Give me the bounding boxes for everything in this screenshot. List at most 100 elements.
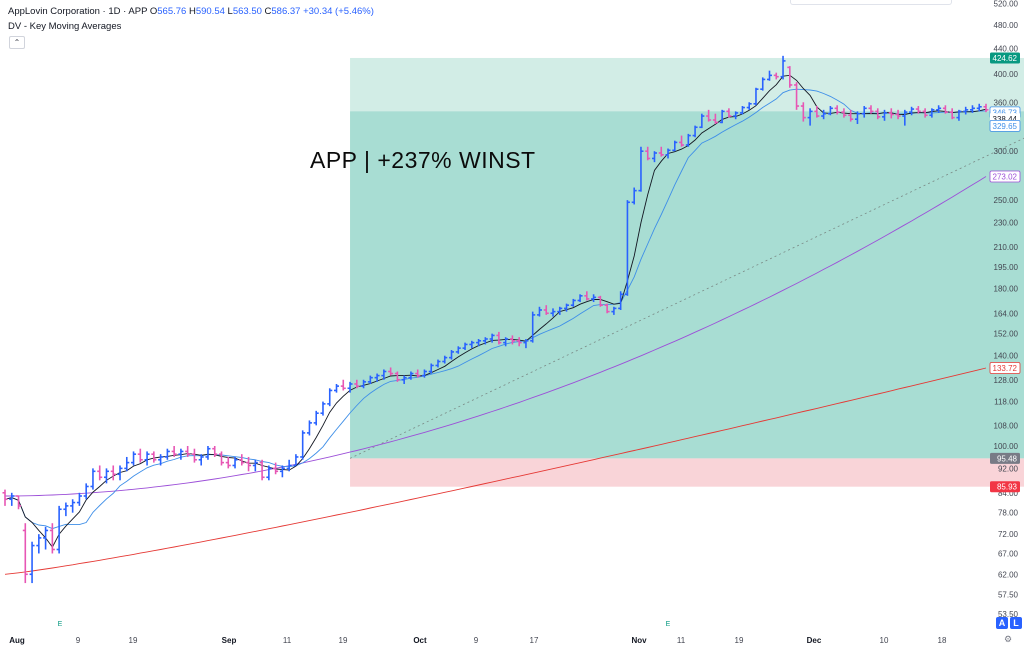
ohlc-bar[interactable] <box>746 102 752 110</box>
ohlc-bar[interactable] <box>719 109 725 124</box>
ohlc-bar[interactable] <box>198 454 204 466</box>
ohlc-bar[interactable] <box>394 371 400 382</box>
ohlc-bar[interactable] <box>760 77 766 91</box>
ohlc-bar[interactable] <box>787 66 793 88</box>
ohlc-bar[interactable] <box>841 108 847 118</box>
ohlc-bar[interactable] <box>110 465 116 481</box>
ohlc-bar[interactable] <box>124 456 130 472</box>
ohlc-bar[interactable] <box>212 446 218 457</box>
ohlc-bar[interactable] <box>144 451 150 466</box>
ohlc-bar[interactable] <box>462 342 468 351</box>
ohlc-bar[interactable] <box>503 337 509 347</box>
ohlc-bar[interactable] <box>16 495 22 510</box>
ohlc-bar[interactable] <box>43 526 49 550</box>
ohlc-bar[interactable] <box>706 109 712 122</box>
ohlc-bar[interactable] <box>969 105 975 113</box>
ohlc-bar[interactable] <box>401 375 407 384</box>
ohlc-bar[interactable] <box>455 346 461 354</box>
ohlc-bar[interactable] <box>739 106 745 115</box>
ohlc-bar[interactable] <box>618 291 624 310</box>
ohlc-bar[interactable] <box>313 410 319 426</box>
ohlc-bar[interactable] <box>489 333 495 343</box>
ohlc-bar[interactable] <box>205 446 211 460</box>
ohlc-bar[interactable] <box>915 106 921 114</box>
ohlc-bar[interactable] <box>320 401 326 416</box>
ohlc-bar[interactable] <box>428 363 434 374</box>
ohlc-bar[interactable] <box>509 335 515 345</box>
ohlc-bar[interactable] <box>83 483 89 500</box>
log-scale-button[interactable]: L <box>1010 617 1022 629</box>
earnings-marker[interactable]: E <box>58 621 63 628</box>
ohlc-bar[interactable] <box>381 369 387 380</box>
ohlc-bar[interactable] <box>875 108 881 120</box>
ohlc-bar[interactable] <box>36 534 42 554</box>
ohlc-bar[interactable] <box>300 430 306 460</box>
ohlc-bar[interactable] <box>306 420 312 436</box>
ohlc-bar[interactable] <box>9 492 15 506</box>
ohlc-bar[interactable] <box>922 108 928 118</box>
ohlc-bar[interactable] <box>733 111 739 120</box>
ohlc-bar[interactable] <box>584 291 590 301</box>
ohlc-bar[interactable] <box>408 371 414 380</box>
ohlc-bar[interactable] <box>191 448 197 463</box>
ohlc-bar[interactable] <box>246 456 252 472</box>
ohlc-bar[interactable] <box>645 146 651 161</box>
ohlc-bar[interactable] <box>279 465 285 478</box>
ohlc-bar[interactable] <box>218 451 224 466</box>
ohlc-bar[interactable] <box>658 146 664 157</box>
ohlc-bar[interactable] <box>773 72 779 80</box>
ohlc-bar[interactable] <box>293 454 299 467</box>
ohlc-bar[interactable] <box>90 468 96 490</box>
ohlc-bar[interactable] <box>983 103 989 113</box>
ohlc-bar[interactable] <box>151 451 157 463</box>
ohlc-bar[interactable] <box>861 106 867 118</box>
ohlc-bar[interactable] <box>699 113 705 129</box>
ohlc-bar[interactable] <box>347 381 353 393</box>
ohlc-bar[interactable] <box>516 337 522 347</box>
ohlc-bar[interactable] <box>780 55 786 80</box>
ohlc-bar[interactable] <box>638 146 644 192</box>
ohlc-bar[interactable] <box>340 379 346 391</box>
ohlc-bar[interactable] <box>631 187 637 205</box>
ohlc-bar[interactable] <box>225 456 231 469</box>
ohlc-bar[interactable] <box>367 375 373 384</box>
ohlc-bar[interactable] <box>888 108 894 119</box>
ohlc-bar[interactable] <box>794 82 800 110</box>
ohlc-bar[interactable] <box>868 105 874 114</box>
collapse-legend-button[interactable]: ⌃ <box>9 36 25 49</box>
ohlc-bar[interactable] <box>252 459 258 472</box>
ohlc-bar[interactable] <box>976 103 982 112</box>
ohlc-bar[interactable] <box>821 109 827 120</box>
settings-icon[interactable]: ⚙ <box>1004 634 1013 644</box>
ohlc-bar[interactable] <box>131 451 137 466</box>
ohlc-bar[interactable] <box>29 541 35 584</box>
ohlc-bar[interactable] <box>679 135 685 147</box>
ohlc-bar[interactable] <box>523 338 529 349</box>
ohlc-bar[interactable] <box>665 148 671 159</box>
ohlc-bar[interactable] <box>651 151 657 163</box>
ohlc-bar[interactable] <box>178 448 184 460</box>
ohlc-bar[interactable] <box>171 446 177 457</box>
ohlc-bar[interactable] <box>158 454 164 466</box>
ohlc-bar[interactable] <box>117 465 123 481</box>
ohlc-bar[interactable] <box>543 305 549 315</box>
ohlc-bar[interactable] <box>334 383 340 393</box>
ohlc-bar[interactable] <box>266 465 272 481</box>
ohlc-bar[interactable] <box>449 350 455 360</box>
ohlc-bar[interactable] <box>936 105 942 113</box>
ohlc-bar[interactable] <box>421 369 427 378</box>
ohlc-bar[interactable] <box>530 311 536 343</box>
ohlc-bar[interactable] <box>482 337 488 345</box>
ohlc-bar[interactable] <box>882 109 888 121</box>
indicator-name[interactable]: DV - Key Moving Averages <box>8 21 122 32</box>
ohlc-bar[interactable] <box>354 379 360 389</box>
ohlc-bar[interactable] <box>536 306 542 317</box>
ohlc-bar[interactable] <box>624 200 630 296</box>
ohlc-bar[interactable] <box>22 523 28 584</box>
ohlc-bar[interactable] <box>388 367 394 376</box>
ohlc-bar[interactable] <box>476 338 482 347</box>
ohlc-bar[interactable] <box>949 108 955 120</box>
ohlc-bar[interactable] <box>672 140 678 152</box>
ohlc-bar[interactable] <box>848 109 854 122</box>
ohlc-bar[interactable] <box>834 105 840 115</box>
